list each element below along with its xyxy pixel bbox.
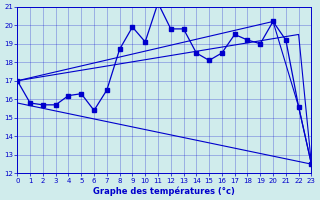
X-axis label: Graphe des températures (°c): Graphe des températures (°c) [93, 186, 235, 196]
